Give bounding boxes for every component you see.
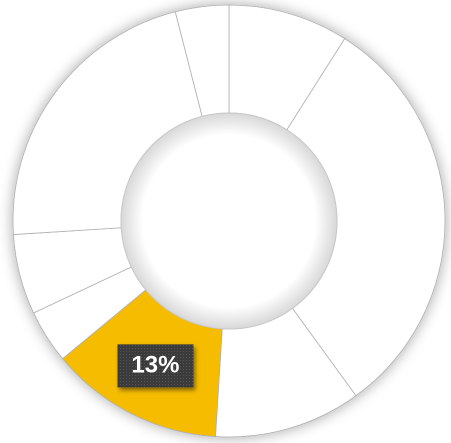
donut-hole [120, 112, 338, 330]
data-label: 13% [131, 352, 179, 379]
donut [12, 4, 446, 438]
data-labels: 13% [117, 344, 194, 388]
data-label-box [117, 344, 194, 388]
